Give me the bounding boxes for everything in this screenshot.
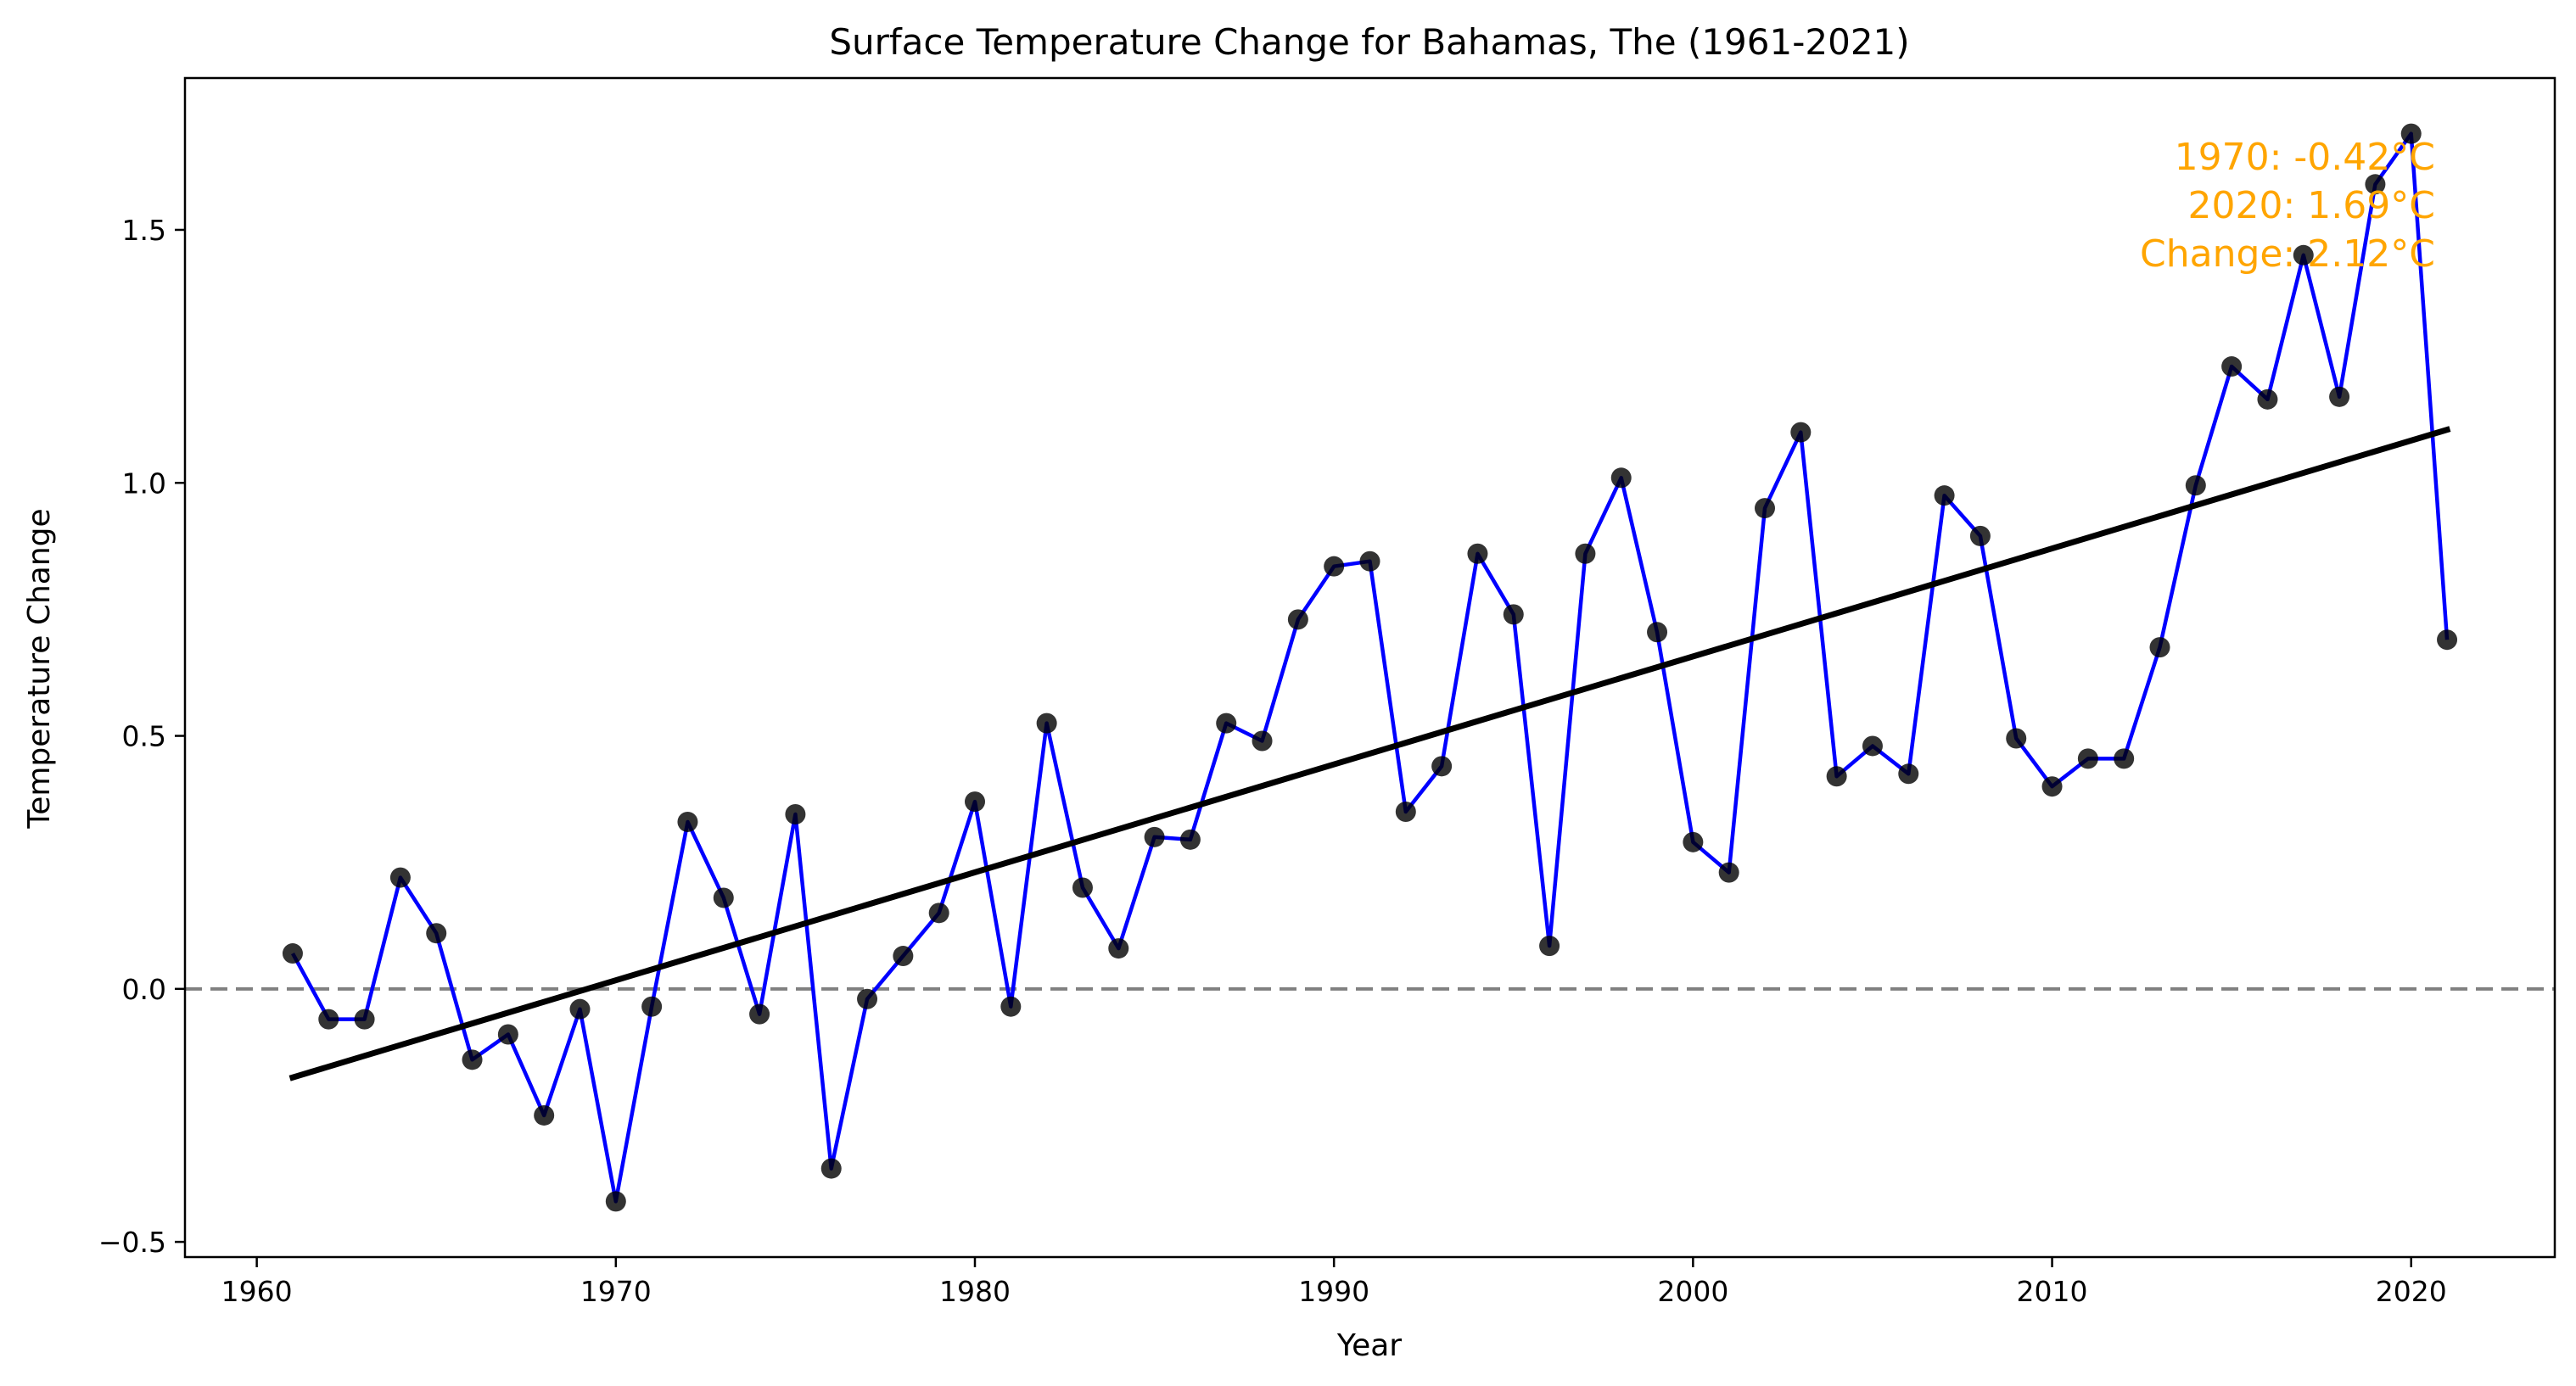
data-point (713, 887, 734, 908)
data-point (2293, 244, 2314, 265)
data-point (1826, 766, 1847, 787)
data-point (893, 946, 914, 967)
data-point (605, 1191, 626, 1212)
data-point (1216, 713, 1237, 734)
data-point (497, 1024, 518, 1045)
data-point (1108, 938, 1129, 959)
data-point (2400, 123, 2422, 144)
x-tick-label: 1990 (1298, 1275, 1369, 1308)
data-point (1324, 556, 1345, 577)
x-tick-label: 2000 (1657, 1275, 1728, 1308)
data-point (354, 1009, 375, 1030)
data-point (2365, 174, 2386, 195)
y-tick-label: 0.0 (122, 973, 166, 1006)
data-point (1252, 730, 1273, 752)
y-tick-label: 1.5 (122, 214, 166, 247)
data-point (1934, 485, 1955, 506)
data-point (1503, 604, 1524, 625)
data-point (1036, 713, 1057, 734)
data-point (1969, 525, 1991, 546)
data-point (1359, 550, 1380, 572)
data-point (282, 943, 303, 964)
data-point (1539, 936, 1560, 957)
y-tick-label: −0.5 (98, 1226, 166, 1259)
data-point (318, 1009, 339, 1030)
data-point (389, 867, 411, 888)
plot-area: 1960 1970 1980 1990 2000 2010 2020 −0.5 0.0 0.5 1.… (98, 76, 2556, 1308)
data-point (1683, 831, 1704, 852)
data-point (1287, 609, 1308, 630)
x-tick-label: 2020 (2376, 1275, 2447, 1308)
data-point (2185, 475, 2206, 496)
data-point (1647, 622, 1668, 643)
data-point (1000, 996, 1022, 1017)
data-point (641, 996, 663, 1017)
data-point (426, 923, 447, 944)
data-point (1144, 826, 1165, 847)
annotation-line: 1970: -0.42°C (2175, 136, 2435, 179)
x-tick-label: 1970 (580, 1275, 652, 1308)
data-point (462, 1049, 483, 1070)
data-point (785, 804, 806, 825)
data-point (965, 791, 985, 813)
data-point (820, 1158, 842, 1179)
data-point (2041, 776, 2063, 797)
data-point (1467, 543, 1488, 564)
data-point (1072, 877, 1093, 898)
data-point (569, 998, 591, 1020)
y-tick-label: 1.0 (122, 467, 166, 500)
y-axis-label: Temperature Change (22, 508, 57, 829)
data-point (857, 988, 878, 1009)
data-point (1431, 756, 1453, 777)
x-axis-label: Year (1336, 1328, 1402, 1363)
data-point (2329, 386, 2350, 407)
annotation-text: 1970: -0.42°C 2020: 1.69°C Change: 2.12°C (2140, 136, 2435, 276)
data-point (1395, 802, 1416, 823)
x-tick-label: 2010 (2017, 1275, 2088, 1308)
data-point (1755, 498, 1775, 519)
data-point (1610, 467, 1632, 489)
data-point (2077, 748, 2098, 769)
data-point (1862, 735, 1883, 757)
data-point (2437, 629, 2458, 651)
data-point (749, 1003, 770, 1025)
data-point (1575, 543, 1596, 564)
data-point (1718, 862, 1739, 883)
data-point (1179, 829, 1201, 850)
data-point (928, 903, 949, 924)
data-point (2149, 637, 2170, 658)
data-point (677, 811, 698, 832)
data-point (1898, 763, 1919, 785)
x-tick-label: 1980 (939, 1275, 1011, 1308)
trend-line (288, 426, 2451, 1081)
data-point (2114, 748, 2135, 769)
data-point (534, 1104, 555, 1126)
annotation-line: 2020: 1.69°C (2188, 184, 2435, 227)
y-tick-label: 0.5 (122, 720, 166, 753)
axes-frame (183, 76, 2556, 1259)
chart-title: Surface Temperature Change for Bahamas, … (829, 21, 1909, 63)
data-point (1790, 422, 1812, 443)
data-point (2006, 728, 2027, 749)
data-point (2257, 388, 2278, 410)
data-point (2221, 356, 2243, 377)
x-tick-label: 1960 (221, 1275, 293, 1308)
annotation-line: Change: 2.12°C (2140, 232, 2435, 276)
